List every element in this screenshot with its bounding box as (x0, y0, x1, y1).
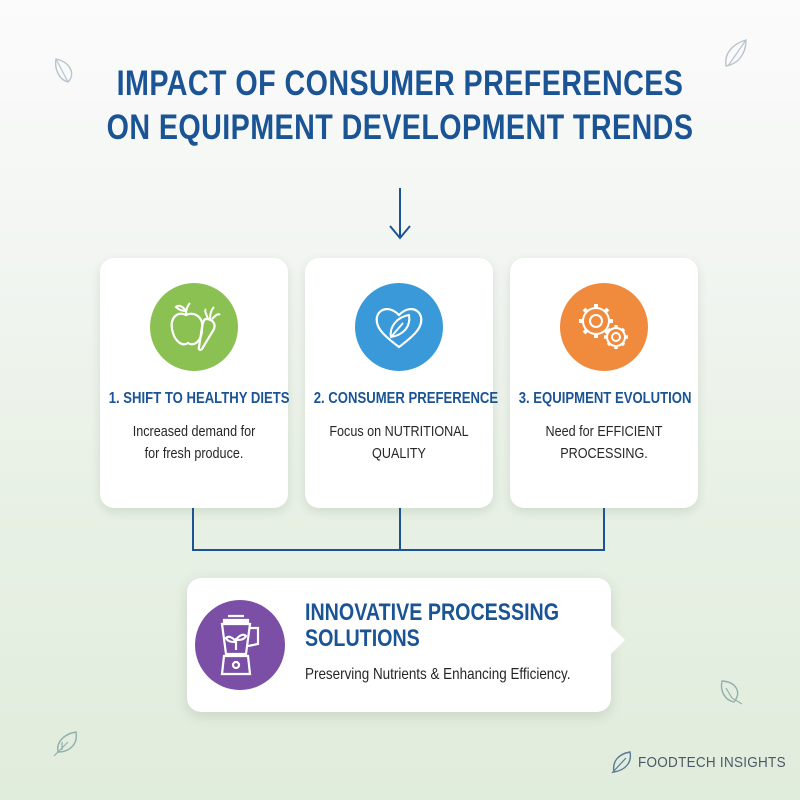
page-title: IMPACT OF CONSUMER PREFERENCES ON EQUIPM… (72, 62, 728, 150)
leaf-decoration-icon (53, 731, 77, 757)
arrow-down-icon (389, 188, 411, 240)
apple-carrot-icon (170, 302, 221, 351)
desc-line: Need for EFFICIENT (545, 423, 663, 440)
icon-circle-orange (560, 283, 648, 371)
result-heading-line: INNOVATIVE PROCESSING (305, 599, 560, 626)
card-heading: 1. SHIFT TO HEALTHY DIETS (108, 390, 290, 407)
leaf-icon (611, 751, 632, 774)
desc-line: for fresh produce. (144, 445, 244, 462)
desc-line: Focus on NUTRITIONAL (329, 423, 469, 440)
heart-leaf-icon (375, 308, 423, 349)
gears-icon (579, 304, 628, 349)
card-description: Need for EFFICIENT PROCESSING. (517, 421, 692, 465)
desc-line: Increased demand for (132, 423, 256, 440)
card-healthy-diets: 1. SHIFT TO HEALTHY DIETS Increased dema… (100, 258, 290, 508)
pointer-arrow (611, 626, 625, 654)
icon-circle-green (150, 283, 238, 371)
result-card-innovative-solutions: INNOVATIVE PROCESSING SOLUTIONS Preservi… (187, 578, 625, 712)
brand-name: FOODTECH INSIGHTS (638, 753, 786, 771)
leaf-decoration-icon (54, 58, 73, 83)
icon-circle-purple (195, 600, 285, 690)
leaf-decoration-icon (725, 39, 747, 67)
icon-circle-blue (355, 283, 443, 371)
card-description: Focus on NUTRITIONAL QUALITY (312, 421, 487, 465)
card-consumer-preference: 2. CONSUMER PREFERENCE Focus on NUTRITIO… (305, 258, 499, 508)
card-heading: 2. CONSUMER PREFERENCE (313, 390, 499, 407)
card-heading: 3. EQUIPMENT EVOLUTION (518, 390, 692, 407)
title-line-1: IMPACT OF CONSUMER PREFERENCES (116, 64, 684, 103)
brand-footer: FOODTECH INSIGHTS (610, 750, 800, 774)
leaf-decoration-icon (720, 680, 743, 705)
card-equipment-evolution: 3. EQUIPMENT EVOLUTION Need for EFFICIEN… (510, 258, 698, 508)
result-heading: INNOVATIVE PROCESSING SOLUTIONS (305, 600, 567, 652)
card-description: Increased demand for for fresh produce. (107, 421, 282, 465)
blender-icon (220, 614, 260, 676)
result-description: Preserving Nutrients & Enhancing Efficie… (305, 666, 571, 683)
title-line-2: ON EQUIPMENT DEVELOPMENT TRENDS (106, 108, 694, 147)
result-heading-line: SOLUTIONS (305, 625, 420, 652)
desc-line: PROCESSING. (560, 445, 648, 462)
desc-line: QUALITY (372, 445, 426, 462)
